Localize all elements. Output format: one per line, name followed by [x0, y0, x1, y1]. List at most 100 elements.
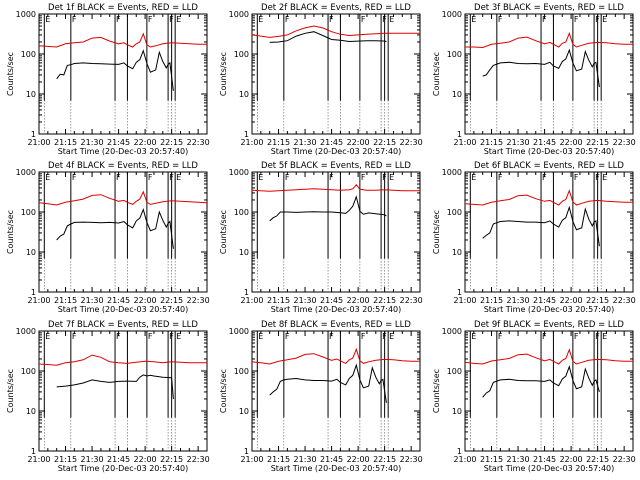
x-tick-label: 21:45 — [533, 296, 556, 305]
x-tick-label: 22:15 — [586, 455, 609, 464]
flag-letter: E — [258, 173, 263, 182]
plot-frame — [251, 13, 421, 135]
y-tick-label: 100 — [447, 50, 462, 59]
series-line-lld — [251, 184, 420, 192]
x-tick-label: 21:00 — [240, 296, 263, 305]
flag-letter: F — [542, 15, 547, 24]
x-axis-label: Start Time (20-Dec-03 20:57:40) — [484, 147, 615, 156]
flag-letter: E — [45, 332, 50, 341]
x-tick-label: 22:00 — [560, 455, 583, 464]
flag-letter: F — [574, 173, 579, 182]
x-axis-label: Start Time (20-Dec-03 20:57:40) — [58, 464, 189, 473]
y-tick-label: 10 — [452, 407, 462, 416]
flag-letter: F — [542, 332, 547, 341]
series-line-events — [56, 49, 174, 91]
x-tick-label: 21:30 — [294, 138, 317, 147]
flag-letter: F — [361, 173, 366, 182]
y-tick-label: 10 — [239, 90, 249, 99]
x-tick-label: 22:00 — [134, 138, 157, 147]
flag-letter: F — [169, 332, 174, 341]
y-tick-label: 10 — [26, 90, 36, 99]
plot-frame — [38, 13, 208, 135]
y-tick-label: 100 — [447, 367, 462, 376]
x-tick-label: 21:15 — [267, 455, 290, 464]
x-tick-label: 21:00 — [27, 138, 50, 147]
y-tick-label: 1 — [457, 288, 462, 297]
y-tick-label: 1 — [244, 130, 249, 139]
x-tick-label: 22:00 — [560, 296, 583, 305]
x-tick-label: 21:30 — [507, 455, 530, 464]
flag-letter: E — [176, 332, 181, 341]
plot-frame — [251, 171, 421, 293]
flag-letter: E — [471, 15, 476, 24]
x-tick-label: 22:15 — [160, 455, 183, 464]
flag-letter: F — [148, 332, 153, 341]
flag-letter: F — [148, 173, 153, 182]
x-tick-label: 22:30 — [400, 138, 423, 147]
flag-letter: E — [389, 173, 394, 182]
series-line-events — [56, 208, 174, 249]
panel-title: Det 1f BLACK = Events, RED = LLD — [48, 3, 198, 13]
y-tick-label: 1000 — [442, 168, 462, 177]
x-tick-label: 21:30 — [507, 138, 530, 147]
x-tick-label: 21:00 — [27, 296, 50, 305]
x-tick-label: 22:30 — [613, 296, 636, 305]
x-tick-label: 22:00 — [560, 138, 583, 147]
panel-title: Det 7f BLACK = Events, RED = LLD — [48, 320, 198, 330]
x-tick-label: 21:45 — [533, 138, 556, 147]
panel-title: Det 5f BLACK = Events, RED = LLD — [261, 161, 411, 171]
y-axis-label: Counts/sec — [219, 210, 228, 254]
flag-letter: F — [361, 332, 366, 341]
flag-letter: E — [258, 15, 263, 24]
flag-letter: E — [602, 173, 607, 182]
x-tick-label: 22:15 — [373, 455, 396, 464]
x-tick-label: 21:15 — [54, 138, 77, 147]
x-tick-label: 21:30 — [81, 138, 104, 147]
plot-frame — [464, 171, 634, 293]
flag-letter: E — [45, 173, 50, 182]
y-tick-label: 1000 — [229, 10, 249, 19]
flag-letter: F — [148, 15, 153, 24]
y-tick-label: 10 — [239, 407, 249, 416]
y-axis-label: Counts/sec — [6, 52, 15, 96]
flag-letter: F — [498, 332, 503, 341]
flag-letter: F — [574, 332, 579, 341]
flag-letter: F — [72, 332, 77, 341]
x-tick-label: 22:00 — [134, 296, 157, 305]
flag-letter: F — [382, 332, 387, 341]
x-tick-label: 22:30 — [400, 455, 423, 464]
flag-letter: E — [176, 15, 181, 24]
x-tick-label: 22:30 — [187, 455, 210, 464]
x-tick-label: 22:15 — [586, 296, 609, 305]
series-line-lld — [38, 354, 207, 366]
y-tick-label: 100 — [234, 50, 249, 59]
plot-frame — [251, 330, 421, 452]
series-line-lld — [251, 25, 420, 38]
flag-letter: E — [602, 15, 607, 24]
y-tick-label: 10 — [26, 248, 36, 257]
flag-letter: F — [595, 173, 600, 182]
x-tick-label: 22:15 — [586, 138, 609, 147]
x-tick-label: 21:00 — [27, 455, 50, 464]
y-axis-label: Counts/sec — [219, 52, 228, 96]
flag-letter: E — [258, 332, 263, 341]
x-tick-label: 21:30 — [81, 296, 104, 305]
x-tick-label: 21:15 — [480, 138, 503, 147]
y-tick-label: 100 — [21, 50, 36, 59]
series-line-lld — [38, 32, 207, 48]
x-tick-label: 21:00 — [453, 296, 476, 305]
series-line-lld — [464, 348, 633, 365]
flag-letter: F — [116, 15, 121, 24]
plot-frame — [464, 13, 634, 135]
y-axis-label: Counts/sec — [432, 369, 441, 413]
x-tick-label: 22:00 — [134, 455, 157, 464]
flag-letter: E — [176, 173, 181, 182]
x-tick-label: 22:30 — [400, 296, 423, 305]
series-line-lld — [251, 347, 420, 365]
flag-letter: F — [329, 332, 334, 341]
